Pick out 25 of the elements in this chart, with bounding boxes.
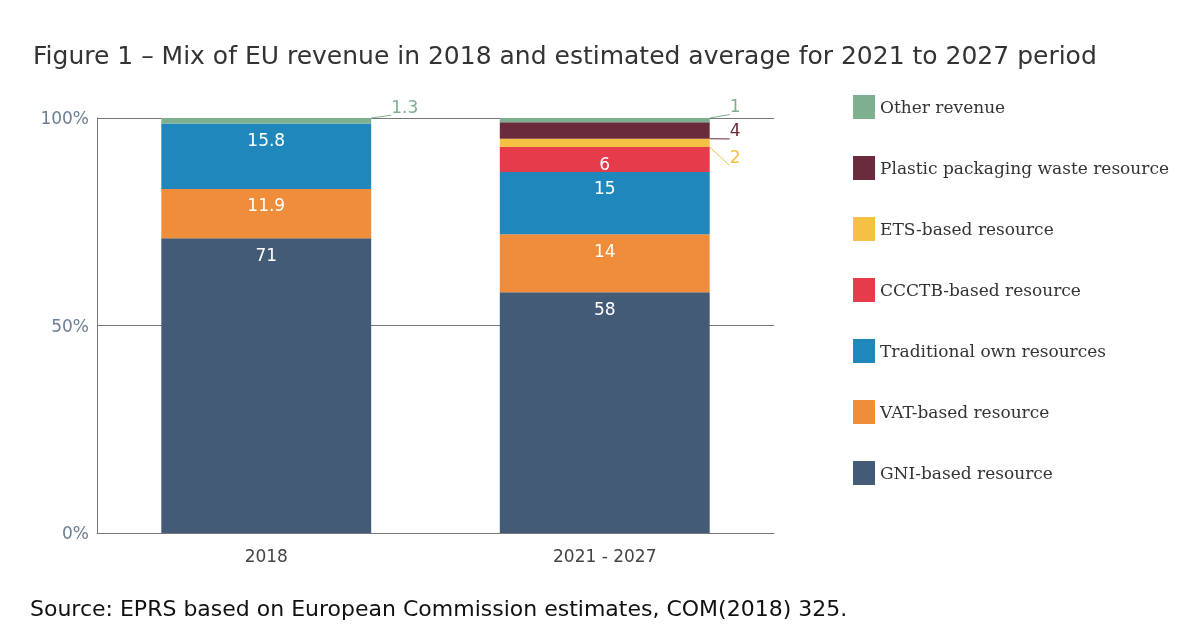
legend-label: Other revenue: [880, 97, 1006, 117]
legend-label: Plastic packaging waste resource: [880, 158, 1169, 178]
y-tick-label: 100%: [40, 108, 89, 128]
data-label: 15.8: [247, 129, 286, 150]
data-label: 4: [729, 120, 741, 141]
data-label: 2: [729, 146, 741, 167]
x-tick-label: 2018: [244, 545, 288, 566]
legend-label: CCCTB-based resource: [880, 280, 1081, 300]
data-label: 14: [593, 240, 616, 261]
legend-label: ETS-based resource: [880, 219, 1054, 239]
legend-label: Traditional own resources: [880, 341, 1107, 361]
data-label: 1.3: [391, 96, 419, 117]
x-tick-label: 2021 - 2027: [553, 545, 657, 566]
data-label: 71: [255, 244, 278, 265]
y-tick-label: 0%: [62, 523, 89, 543]
data-label: 6: [599, 153, 611, 174]
legend-label: GNI-based resource: [880, 463, 1053, 483]
source-note: Source: EPRS based on European Commission estimates, COM(2018) 325.: [30, 596, 848, 621]
data-label: 1: [729, 96, 741, 117]
legend-label: VAT-based resource: [879, 402, 1050, 422]
data-label: 11.9: [247, 195, 286, 216]
data-label: 15: [593, 178, 616, 199]
y-tick-label: 50%: [51, 315, 89, 336]
chart-title: Figure 1 – Mix of EU revenue in 2018 and estimated average for 2021 to 2027 period: [33, 41, 1097, 70]
data-label: 58: [593, 298, 616, 319]
